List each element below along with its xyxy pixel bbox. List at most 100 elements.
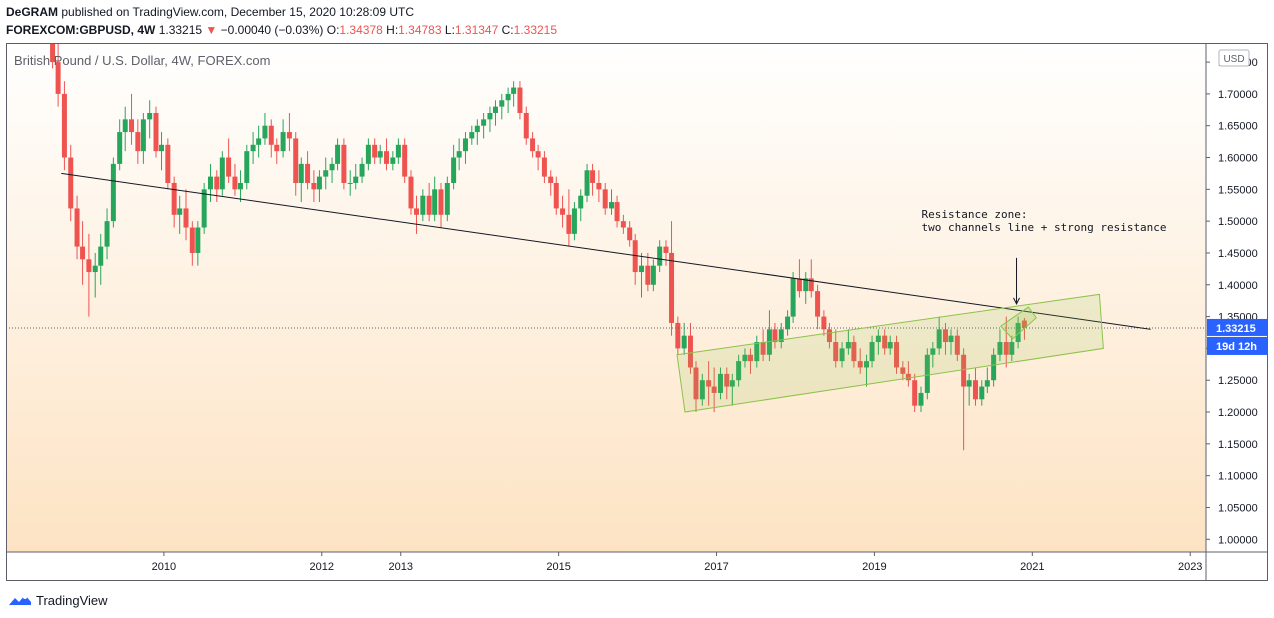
candle — [432, 176, 438, 222]
candle — [900, 361, 906, 381]
y-tick-label: 1.40000 — [1218, 280, 1258, 292]
candle-body — [183, 208, 189, 228]
candle — [122, 106, 128, 152]
candle — [839, 342, 845, 368]
candle — [517, 81, 523, 120]
candle — [948, 329, 954, 355]
open-label: O: — [326, 23, 340, 37]
candle — [195, 221, 201, 266]
x-tick-label: 2021 — [1020, 561, 1044, 573]
candle — [129, 93, 135, 145]
candle — [912, 373, 918, 413]
candle — [171, 176, 177, 228]
candle — [614, 195, 620, 228]
y-tick-label: 1.55000 — [1218, 184, 1258, 196]
candle-body — [639, 265, 645, 273]
low-label: L: — [444, 23, 455, 37]
candle — [505, 87, 511, 113]
candle-body — [511, 87, 517, 94]
candle-body — [492, 106, 498, 113]
candle — [627, 221, 633, 247]
candle-body — [274, 144, 280, 152]
candle — [50, 43, 56, 69]
candle — [882, 329, 888, 355]
candle — [924, 348, 930, 400]
candle-body — [456, 151, 462, 158]
currency-button[interactable] — [1218, 49, 1250, 67]
candle-body — [821, 316, 827, 330]
candle-body — [905, 373, 911, 381]
candle-body — [117, 132, 123, 164]
candle — [153, 106, 159, 158]
countdown-label: 19d 12h — [1216, 341, 1257, 353]
candle — [833, 329, 839, 368]
candle-body — [377, 151, 383, 158]
candle — [936, 316, 942, 355]
candle — [590, 163, 596, 196]
candle-body — [153, 112, 159, 152]
candle-body — [808, 278, 814, 292]
candle-body — [55, 62, 61, 94]
ascending-channel[interactable] — [676, 293, 1104, 413]
candle — [803, 272, 809, 304]
candle-body — [772, 329, 778, 343]
candle-body — [578, 195, 584, 209]
candle — [736, 354, 742, 387]
y-tick-label: 1.45000 — [1218, 248, 1258, 260]
candle-body — [869, 342, 875, 362]
candle — [790, 272, 796, 323]
candle — [311, 170, 317, 203]
candle — [754, 335, 760, 368]
candle — [353, 163, 359, 190]
candle-body — [571, 208, 577, 234]
footer-brand[interactable]: TradingView — [36, 592, 108, 608]
candle — [316, 170, 322, 203]
annotation-text[interactable]: two channels line + strong resistance — [922, 221, 1167, 234]
candle-body — [590, 170, 596, 183]
candle — [408, 170, 414, 215]
candle — [293, 132, 299, 196]
candle — [323, 157, 329, 190]
symbol-info: FOREXCOM:GBPUSD, 4W 1.33215 ▼ −0.00040 (… — [6, 23, 557, 37]
candle — [966, 373, 972, 406]
chart-title: British Pound / U.S. Dollar, 4W, FOREX.c… — [14, 53, 270, 68]
candle-body — [693, 367, 699, 400]
candle — [560, 195, 566, 228]
candle — [74, 195, 80, 260]
candle-body — [742, 354, 748, 362]
price-axis[interactable]: 1.750001.700001.650001.600001.550001.500… — [1206, 57, 1268, 546]
candle-body — [323, 170, 329, 177]
candle-body — [632, 240, 638, 273]
candle — [961, 348, 967, 451]
candle — [55, 43, 61, 107]
candle — [687, 322, 693, 374]
candle-body — [918, 392, 924, 406]
candle — [706, 361, 712, 406]
time-axis[interactable]: 2010 2012 2013 2015 2017 2019 2021 2023 — [152, 552, 1203, 573]
change-text: −0.00040 (−0.03%) — [220, 23, 324, 37]
price-chart[interactable]: Resistance zone:two channels line + stro… — [6, 43, 1268, 581]
publisher-name[interactable]: DeGRAM — [6, 5, 59, 19]
candle-body — [882, 335, 888, 349]
candle-body — [474, 125, 480, 133]
candle-body — [262, 125, 268, 139]
projection-channel[interactable] — [999, 306, 1037, 340]
y-tick-label: 1.15000 — [1218, 439, 1258, 451]
trendline[interactable] — [61, 172, 1151, 330]
annotation-text[interactable]: Resistance zone: — [922, 208, 1028, 221]
candle — [632, 233, 638, 285]
symbol-label[interactable]: FOREXCOM:GBPUSD, 4W — [6, 23, 156, 37]
candle — [669, 221, 675, 336]
candle — [535, 144, 541, 171]
candle-body — [232, 176, 238, 190]
tradingview-logo-icon[interactable] — [8, 593, 32, 607]
candle — [98, 233, 104, 285]
candle — [553, 176, 559, 215]
candle — [347, 170, 353, 196]
candle-body — [609, 202, 615, 209]
candle-body — [226, 157, 232, 177]
candle-body — [699, 380, 705, 400]
candle — [657, 240, 663, 273]
last-price-label: 1.33215 — [1216, 323, 1256, 335]
chart-frame — [6, 43, 1268, 581]
